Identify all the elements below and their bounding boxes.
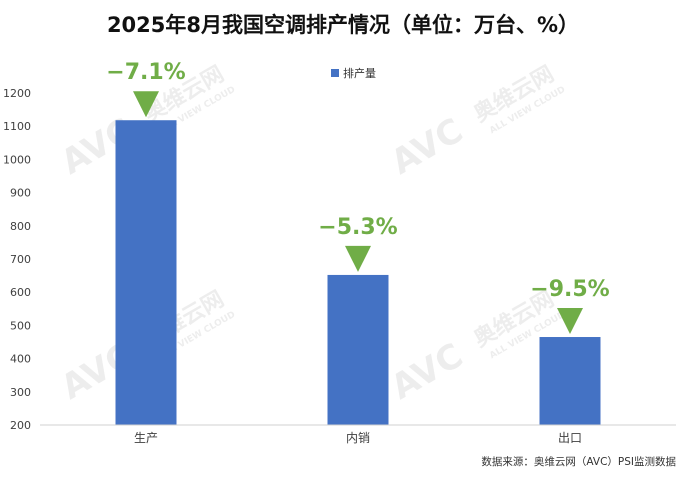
bar-series	[115, 120, 601, 425]
y-tick-label: 200	[10, 419, 31, 432]
y-tick-label: 600	[10, 286, 31, 299]
bar-2	[327, 274, 389, 425]
x-tick-label: 生产	[134, 431, 158, 445]
y-tick-label: 900	[10, 187, 31, 200]
y-tick-label: 1000	[3, 153, 31, 166]
legend-swatch	[331, 69, 339, 77]
y-tick-label: 300	[10, 386, 31, 399]
x-tick-label: 内销	[346, 431, 370, 445]
y-tick-label: 1100	[3, 120, 31, 133]
svg-text:AVC: AVC	[385, 111, 470, 183]
y-tick-label: 1200	[3, 87, 31, 100]
change-label: −7.1%	[106, 60, 185, 85]
chart-title: 2025年8月我国空调排产情况（单位：万台、%）	[107, 13, 579, 37]
legend: 排产量	[331, 66, 376, 80]
svg-text:AVC: AVC	[385, 336, 470, 408]
x-axis: 生产 内销 出口	[40, 424, 676, 445]
y-axis: 200 300 400 500 600 700 800 900 1000 1100 1200	[3, 87, 31, 432]
x-tick-label: 出口	[558, 431, 582, 445]
down-triangle-icon	[557, 308, 583, 335]
legend-label: 排产量	[343, 66, 376, 80]
down-triangle-icon	[133, 91, 159, 118]
change-annotations: −7.1% −5.3% −9.5%	[106, 60, 610, 335]
y-tick-label: 700	[10, 253, 31, 266]
y-tick-label: 500	[10, 319, 31, 332]
bar-1	[115, 120, 177, 425]
source-note: 数据来源：奥维云网（AVC）PSI监测数据	[481, 455, 676, 468]
y-tick-label: 800	[10, 220, 31, 233]
down-triangle-icon	[345, 245, 371, 272]
y-tick-label: 400	[10, 353, 31, 366]
bar-3	[539, 337, 601, 425]
change-label: −9.5%	[530, 277, 609, 302]
change-label: −5.3%	[318, 215, 397, 240]
